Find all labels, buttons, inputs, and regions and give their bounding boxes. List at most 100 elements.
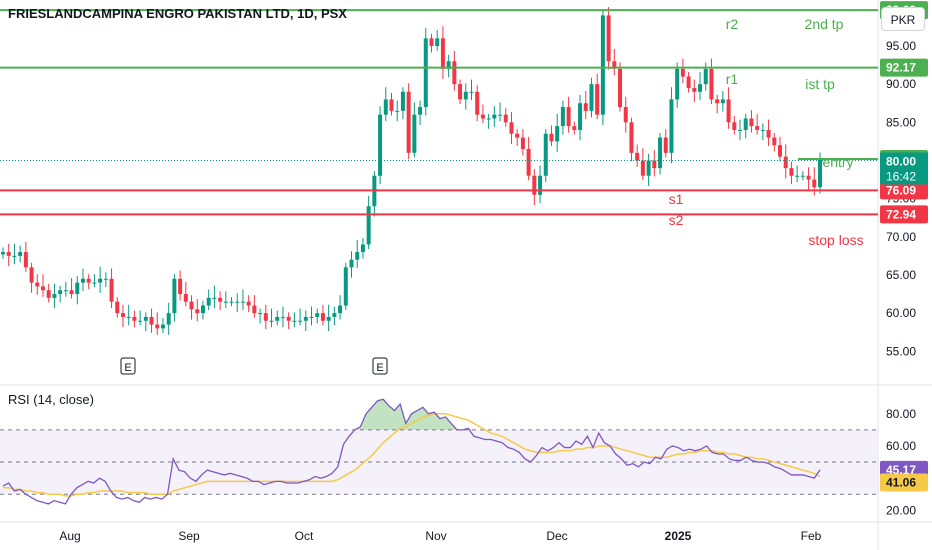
- candle-body: [675, 68, 680, 100]
- time-tick-label: Dec: [546, 529, 567, 543]
- annotation-s1: s1: [669, 191, 684, 207]
- candle-body: [189, 301, 194, 310]
- candle-body: [229, 301, 234, 303]
- candle-body: [715, 99, 720, 104]
- candle-body: [132, 316, 137, 321]
- candle-body: [12, 255, 17, 257]
- candle-body: [732, 122, 737, 130]
- rsi-label: RSI (14, close): [8, 392, 94, 407]
- earnings-marker: E: [376, 362, 383, 374]
- candle-body: [458, 84, 463, 100]
- candle-body: [635, 152, 640, 161]
- rsi-tick-label: 80.00: [886, 407, 916, 421]
- candle-body: [555, 126, 560, 142]
- candle-body: [486, 118, 491, 120]
- price-tick-label: 70.00: [886, 230, 916, 244]
- annotation-entry: entry: [822, 154, 853, 170]
- candle-body: [738, 129, 743, 131]
- price-tag-s1-bg: [880, 181, 928, 200]
- annotation-stop-loss: stop loss: [808, 232, 863, 248]
- price-tag-r1: 92.17: [886, 61, 916, 75]
- candle-body: [103, 278, 108, 280]
- candle-body: [806, 175, 811, 180]
- candle-body: [320, 313, 325, 321]
- candle-body: [286, 316, 291, 321]
- candle-body: [6, 252, 11, 256]
- candle-body: [86, 278, 91, 283]
- candle-body: [606, 15, 611, 62]
- candle-body: [600, 15, 605, 115]
- candle-body: [760, 129, 765, 131]
- candle-body: [23, 252, 28, 268]
- candle-body: [503, 114, 508, 123]
- candle-body: [155, 324, 160, 329]
- candle-body: [195, 309, 200, 314]
- candle-body: [332, 313, 337, 317]
- candle-body: [720, 99, 725, 104]
- candle-body: [686, 76, 691, 88]
- candle-body: [35, 282, 40, 287]
- candle-body: [326, 316, 331, 321]
- annotation-r1: r1: [726, 71, 739, 87]
- candle-body: [412, 114, 417, 153]
- candle-body: [109, 278, 114, 302]
- chart-title: FRIESLANDCAMPINA ENGRO PAKISTAN LTD, 1D,…: [8, 6, 347, 21]
- candle-body: [309, 316, 314, 318]
- candle-body: [783, 156, 788, 169]
- candle-body: [389, 99, 394, 111]
- price-tick-label: 65.00: [886, 268, 916, 282]
- candle-body: [355, 252, 360, 260]
- candle-body: [463, 91, 468, 100]
- candle-body: [315, 313, 320, 317]
- candle-body: [743, 118, 748, 130]
- candle-body: [52, 294, 57, 298]
- candle-body: [18, 252, 23, 256]
- candle-body: [46, 290, 51, 298]
- candle-body: [63, 290, 68, 292]
- price-tick-label: 55.00: [886, 344, 916, 358]
- candle-body: [366, 206, 371, 245]
- candle-body: [418, 107, 423, 115]
- candle-body: [766, 129, 771, 138]
- currency-selector[interactable]: PKR: [881, 7, 925, 31]
- time-tick-label: Feb: [801, 529, 822, 543]
- candle-body: [658, 137, 663, 169]
- candle-body: [623, 107, 628, 123]
- candle-body: [149, 316, 154, 325]
- candle-body: [583, 103, 588, 111]
- candle-body: [360, 244, 365, 253]
- rsi-ma-tag-bg: [880, 473, 928, 492]
- candle-body: [343, 267, 348, 306]
- candle-body: [80, 278, 85, 283]
- annotation-s2: s2: [669, 212, 684, 228]
- candle-body: [703, 68, 708, 85]
- candle-body: [663, 137, 668, 153]
- candle-body: [218, 297, 223, 302]
- candle-body: [749, 118, 754, 127]
- candle-body: [252, 305, 257, 314]
- candle-body: [812, 179, 817, 188]
- candle-body: [772, 137, 777, 146]
- candle-body: [515, 133, 520, 138]
- candle-body: [120, 313, 125, 317]
- candle-body: [395, 110, 400, 112]
- candle-body: [646, 160, 651, 176]
- candle-body: [435, 38, 440, 46]
- earnings-marker-box: [120, 357, 136, 375]
- price-tick-label: 60.00: [886, 306, 916, 320]
- candle-body: [538, 175, 543, 195]
- candle-body: [269, 320, 274, 322]
- candle-body: [275, 316, 280, 321]
- candle-body: [160, 324, 165, 329]
- price-tag-s2: 72.94: [886, 207, 916, 221]
- candle-body: [98, 278, 103, 283]
- time-tick-label: Nov: [425, 529, 446, 543]
- candle-body: [138, 320, 143, 322]
- candle-body: [200, 305, 205, 314]
- candle-body: [166, 313, 171, 325]
- candle-body: [223, 301, 228, 303]
- rsi-tick-label: 20.00: [886, 503, 916, 517]
- candle-body: [549, 133, 554, 142]
- candle-body: [1, 252, 5, 255]
